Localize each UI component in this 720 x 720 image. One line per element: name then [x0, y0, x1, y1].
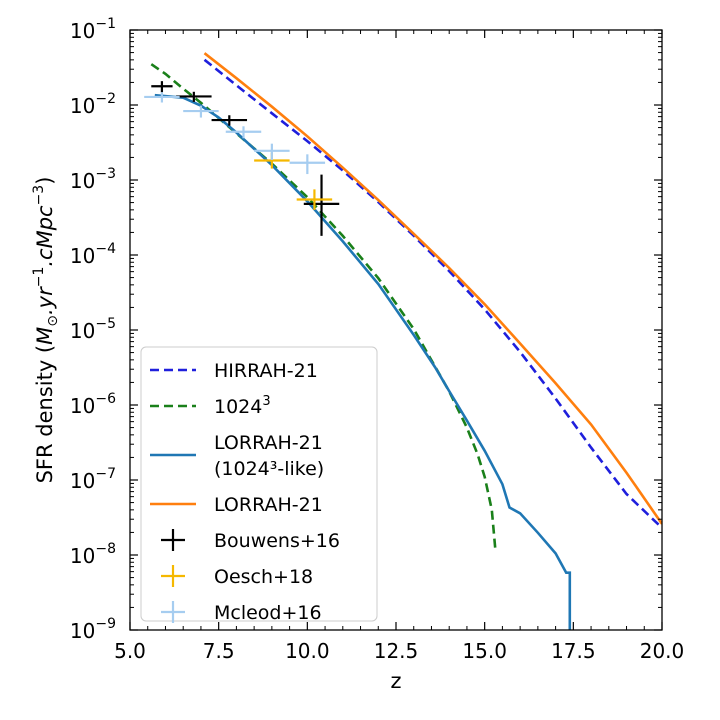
plot-area [144, 52, 662, 630]
obs-point-2-2 [225, 126, 262, 139]
x-tick-label: 17.5 [551, 639, 596, 663]
y-tick-label: 10−2 [70, 91, 116, 118]
series-line-0 [203, 58, 662, 529]
obs-point-2-4 [289, 154, 326, 175]
x-tick-label: 5.0 [114, 639, 146, 663]
obs-point-0-3 [303, 174, 340, 236]
legend-obs-label-2: Mcleod+16 [214, 602, 322, 624]
y-tick-label: 10−5 [70, 316, 116, 343]
y-tick-label: 10−9 [70, 616, 116, 643]
axis-ticks: 5.0 7.5 10.0 12.5 15.0 17.5 20.0 10−9 10−8 10−7 10… [70, 16, 684, 663]
series-line-3 [203, 52, 662, 525]
y-tick-label: 10−7 [70, 466, 116, 493]
obs-point-0-1 [176, 91, 212, 102]
legend: HIRRAH-21 10243 LORRAH-21 (1024³-like) LORRA… [140, 346, 378, 624]
series-line-1 [150, 63, 497, 550]
legend-label-0: HIRRAH-21 [214, 360, 318, 382]
y-tick-label: 10−8 [70, 541, 116, 568]
obs-point-0-2 [211, 115, 248, 126]
legend-label-1: 10243 [214, 394, 271, 418]
y-tick-label: 10−3 [70, 166, 116, 193]
obs-point-0-0 [151, 81, 173, 93]
y-tick-label: 10−1 [70, 16, 116, 43]
obs-point-2-0 [144, 92, 180, 103]
y-tick-label: 10−6 [70, 391, 116, 418]
y-tick-label: 10−4 [70, 241, 116, 268]
x-tick-label: 10.0 [285, 639, 330, 663]
series-line-2 [154, 93, 572, 630]
legend-obs-label-0: Bouwens+16 [214, 530, 340, 552]
obs-point-2-3 [254, 143, 290, 160]
legend-obs-label-1: Oesch+18 [214, 566, 313, 588]
legend-label-2-line2: (1024³-like) [214, 458, 324, 480]
legend-label-2: LORRAH-21 [214, 432, 323, 454]
obs-point-2-1 [183, 105, 219, 118]
x-tick-label: 20.0 [640, 639, 685, 663]
x-axis-label: z [390, 669, 401, 693]
legend-label-3: LORRAH-21 [214, 494, 323, 516]
obs-point-1-1 [296, 189, 333, 210]
x-tick-label: 7.5 [203, 639, 235, 663]
legend-box [140, 346, 378, 622]
y-axis-label: SFR density (M⊙.yr−1.cMpc−3) [31, 177, 61, 484]
x-tick-label: 12.5 [374, 639, 419, 663]
x-tick-label: 15.0 [462, 639, 507, 663]
